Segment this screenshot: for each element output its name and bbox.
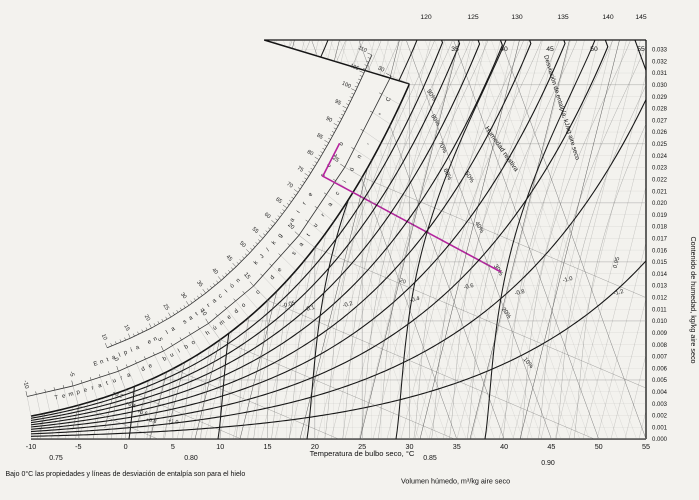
svg-text:0.025: 0.025 xyxy=(652,142,668,148)
svg-text:0.015: 0.015 xyxy=(652,260,668,266)
svg-text:0.008: 0.008 xyxy=(652,343,668,349)
svg-text:0.030: 0.030 xyxy=(652,83,668,89)
svg-text:0.027: 0.027 xyxy=(652,118,668,124)
svg-text:0.003: 0.003 xyxy=(652,402,668,408)
svg-text:0.016: 0.016 xyxy=(652,248,668,254)
svg-text:0.021: 0.021 xyxy=(652,189,668,195)
svg-text:0.031: 0.031 xyxy=(652,71,668,77)
svg-text:0.011: 0.011 xyxy=(652,307,667,313)
svg-text:0.033: 0.033 xyxy=(652,48,668,54)
svg-text:50: 50 xyxy=(595,442,603,451)
svg-text:0.000: 0.000 xyxy=(652,437,668,443)
svg-text:15: 15 xyxy=(264,442,272,451)
svg-text:0.019: 0.019 xyxy=(652,213,668,219)
svg-text:0.90: 0.90 xyxy=(541,460,555,467)
svg-text:0.028: 0.028 xyxy=(652,107,668,113)
svg-text:135: 135 xyxy=(557,14,569,21)
svg-text:0.004: 0.004 xyxy=(652,390,668,396)
svg-text:0.006: 0.006 xyxy=(652,366,668,372)
svg-text:Bajo 0°C las propiedades y lín: Bajo 0°C las propiedades y líneas de des… xyxy=(6,470,246,478)
svg-text:Contenido de humedad, kg/kg ai: Contenido de humedad, kg/kg aire seco xyxy=(689,236,698,363)
svg-text:130: 130 xyxy=(511,14,523,21)
svg-text:0.018: 0.018 xyxy=(652,225,668,231)
svg-text:0.007: 0.007 xyxy=(652,355,668,361)
svg-text:120: 120 xyxy=(420,14,432,21)
svg-text:0.75: 0.75 xyxy=(49,455,63,462)
svg-text:0.026: 0.026 xyxy=(652,130,668,136)
svg-text:125: 125 xyxy=(467,14,479,21)
svg-text:-10: -10 xyxy=(26,442,36,451)
svg-text:40: 40 xyxy=(500,442,508,451)
svg-text:45: 45 xyxy=(547,442,555,451)
svg-text:0.005: 0.005 xyxy=(652,378,668,384)
svg-text:0.022: 0.022 xyxy=(652,177,668,183)
svg-text:0: 0 xyxy=(124,442,128,451)
svg-text:35: 35 xyxy=(453,442,461,451)
svg-text:0.023: 0.023 xyxy=(652,166,668,172)
svg-text:0.80: 0.80 xyxy=(184,455,198,462)
svg-text:5: 5 xyxy=(171,442,175,451)
svg-text:0.032: 0.032 xyxy=(652,59,668,65)
svg-text:0.009: 0.009 xyxy=(652,331,668,337)
svg-text:10: 10 xyxy=(216,442,224,451)
svg-text:55: 55 xyxy=(642,442,650,451)
svg-text:Volumen húmedo, m³/kg aire sec: Volumen húmedo, m³/kg aire seco xyxy=(401,477,510,486)
svg-text:0.013: 0.013 xyxy=(652,284,668,290)
svg-text:0.024: 0.024 xyxy=(652,154,668,160)
svg-text:0.020: 0.020 xyxy=(652,201,668,207)
svg-text:-5: -5 xyxy=(75,442,81,451)
svg-text:145: 145 xyxy=(635,14,647,21)
svg-text:Temperatura de bulbo seco, °C: Temperatura de bulbo seco, °C xyxy=(310,449,415,458)
svg-text:0.014: 0.014 xyxy=(652,272,668,278)
svg-text:0.010: 0.010 xyxy=(652,319,668,325)
svg-text:0.001: 0.001 xyxy=(652,425,668,431)
svg-text:0.029: 0.029 xyxy=(652,95,668,101)
svg-text:0.012: 0.012 xyxy=(652,296,668,302)
svg-text:140: 140 xyxy=(602,14,614,21)
svg-text:0.85: 0.85 xyxy=(423,455,437,462)
svg-text:0.017: 0.017 xyxy=(652,237,668,243)
svg-text:0.002: 0.002 xyxy=(652,414,668,420)
